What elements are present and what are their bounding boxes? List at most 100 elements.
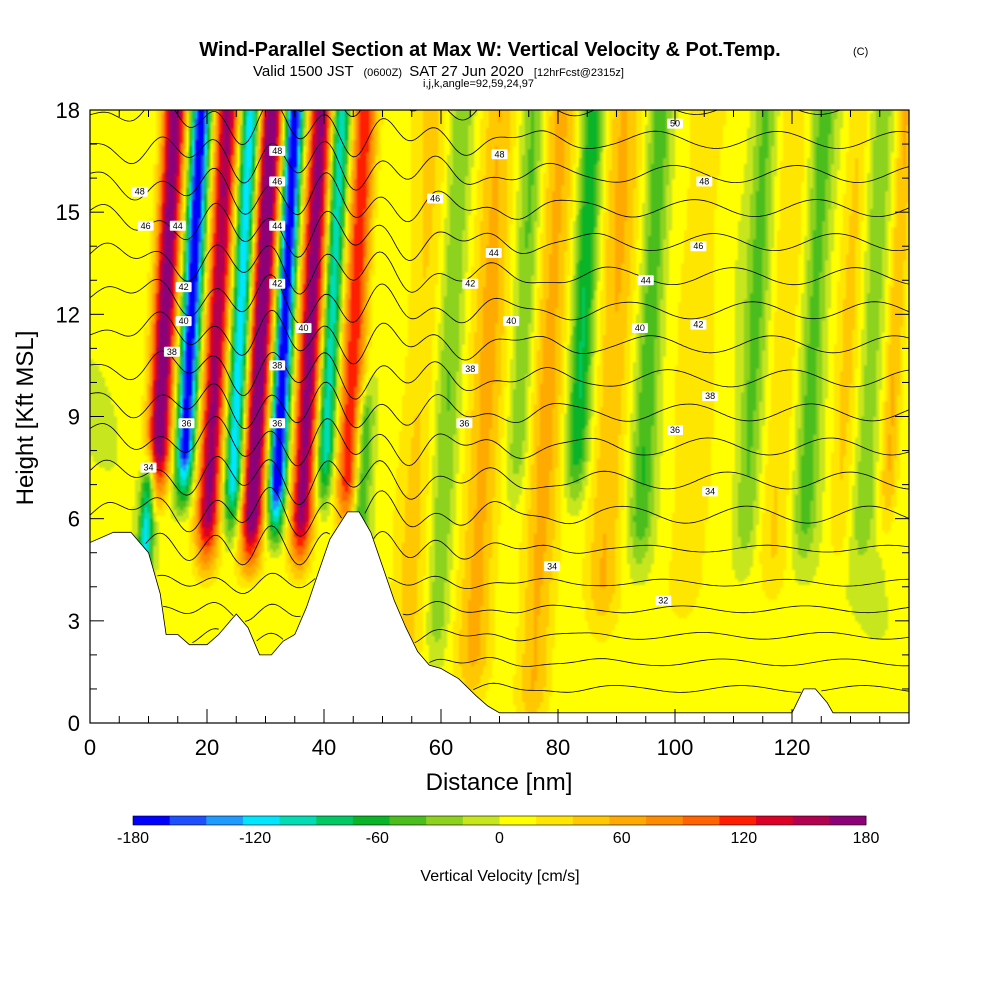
isentrope-42 [90, 309, 909, 365]
colorbar-tick-label: 120 [730, 830, 757, 847]
contour-label-text: 36 [272, 418, 282, 428]
contour-label-text: 44 [641, 275, 651, 285]
contour-label: 48 [491, 149, 508, 160]
y-tick-label: 0 [68, 711, 80, 736]
contour-label: 46 [137, 220, 154, 231]
x-tick-label: 120 [774, 735, 811, 760]
colorbar [132, 815, 867, 826]
x-axis: 0 20 40 60 80 100 120 [84, 110, 881, 760]
x-tick-label: 20 [195, 735, 219, 760]
contour-label: 48 [131, 186, 148, 197]
isentrope-45 [90, 202, 909, 261]
colorbar-tick-label: 180 [853, 830, 880, 847]
contour-label-text: 44 [173, 221, 183, 231]
isentrope-32 [429, 657, 909, 667]
contour-label: 38 [269, 360, 286, 371]
contour-label: 46 [690, 241, 707, 252]
forecast-info: [12hrFcst@2315z] [534, 67, 624, 79]
contour-label-text: 34 [547, 561, 557, 571]
colorbar-swatch [426, 816, 464, 825]
y-tick-label: 18 [56, 98, 80, 123]
contour-label: 44 [637, 275, 654, 286]
utc-time: (0600Z) [364, 67, 403, 79]
contour-label-text: 32 [658, 595, 668, 605]
contour-label-text: 44 [489, 248, 499, 258]
contour-label: 42 [269, 278, 286, 289]
contour-label-text: 44 [272, 221, 282, 231]
x-tick-label: 0 [84, 735, 96, 760]
contour-label-text: 48 [494, 149, 504, 159]
contour-label-text: 40 [179, 316, 189, 326]
colorbar-tick-label: -120 [239, 830, 271, 847]
contour-label: 42 [175, 282, 192, 293]
colorbar-swatch [169, 816, 207, 825]
isentrope-34 [163, 601, 909, 622]
contour-label: 44 [169, 220, 186, 231]
isentrope-43 [90, 274, 909, 325]
contour-label-text: 34 [705, 486, 715, 496]
isentrope-37 [90, 487, 909, 537]
y-tick-label: 12 [56, 302, 80, 327]
isentrope-48 [90, 110, 909, 158]
contour-label-text: 42 [179, 282, 189, 292]
contour-label: 36 [667, 425, 683, 436]
y-tick-label: 6 [68, 507, 80, 532]
isentrope-31 [473, 682, 909, 693]
contour-label-text: 38 [272, 360, 282, 370]
contour-label-text: 34 [143, 463, 153, 473]
contour-label-text: 38 [167, 347, 177, 357]
valid-time: Valid 1500 JST [253, 63, 353, 80]
colorbar-swatch [536, 816, 574, 825]
contour-label: 40 [631, 323, 648, 333]
contour-label: 34 [140, 462, 157, 473]
x-tick-label: 60 [429, 735, 453, 760]
y-tick-label: 3 [68, 609, 80, 634]
isentrope-47 [90, 136, 909, 191]
isentrope-39 [90, 415, 909, 467]
contour-label-text: 46 [141, 221, 151, 231]
contour-label-text: 36 [181, 418, 191, 428]
contour-label: 34 [544, 561, 561, 572]
colorbar-swatch [352, 816, 390, 825]
contour-label: 46 [269, 176, 286, 187]
colorbar-tick-label: -180 [117, 830, 149, 847]
contour-label: 32 [655, 595, 672, 606]
colorbar-swatch [682, 816, 720, 825]
isentrope-40 [90, 381, 909, 430]
contour-label-text: 48 [272, 146, 282, 156]
potential-temperature-contours [90, 110, 909, 693]
contour-label: 44 [269, 220, 286, 231]
x-tick-label: 80 [546, 735, 570, 760]
colorbar-swatch [206, 816, 244, 825]
contour-label-text: 42 [465, 279, 475, 289]
contour-label: 42 [462, 278, 479, 289]
contour-label: 48 [269, 145, 286, 156]
contour-label-text: 40 [635, 323, 645, 333]
colorbar-swatch [572, 816, 610, 825]
colorbar-tick-label: 0 [495, 830, 504, 847]
contour-label-text: 48 [135, 187, 145, 197]
colorbar-swatch [719, 816, 757, 825]
contour-label: 48 [696, 176, 713, 187]
contour-label: 36 [178, 418, 195, 429]
contour-label-text: 36 [459, 418, 469, 428]
colorbar-swatch [646, 816, 684, 825]
x-tick-label: 40 [312, 735, 336, 760]
plot-area: 34 36 38 40 42 44 46 48 36 38 40 42 44 46 48 36 38 40 42 44… [90, 110, 909, 723]
x-axis-label: Distance [nm] [426, 769, 573, 796]
colorbar-swatch [279, 816, 317, 825]
grid-info: i,j,k,angle=92,59,24,97 [423, 78, 534, 90]
x-tick-label: 100 [657, 735, 694, 760]
isentrope-46 [90, 167, 909, 223]
chart-title: Wind-Parallel Section at Max W: Vertical… [199, 39, 780, 61]
contour-label: 40 [175, 316, 192, 327]
y-tick-label: 9 [68, 405, 80, 430]
contour-label: 40 [295, 323, 312, 333]
isentrope-44 [90, 242, 909, 295]
contour-label-text: 40 [298, 323, 308, 333]
contour-label: 36 [269, 418, 286, 429]
contour-label-text: 42 [272, 279, 282, 289]
contour-label-text: 36 [670, 425, 680, 435]
colorbar-swatch [499, 816, 537, 825]
